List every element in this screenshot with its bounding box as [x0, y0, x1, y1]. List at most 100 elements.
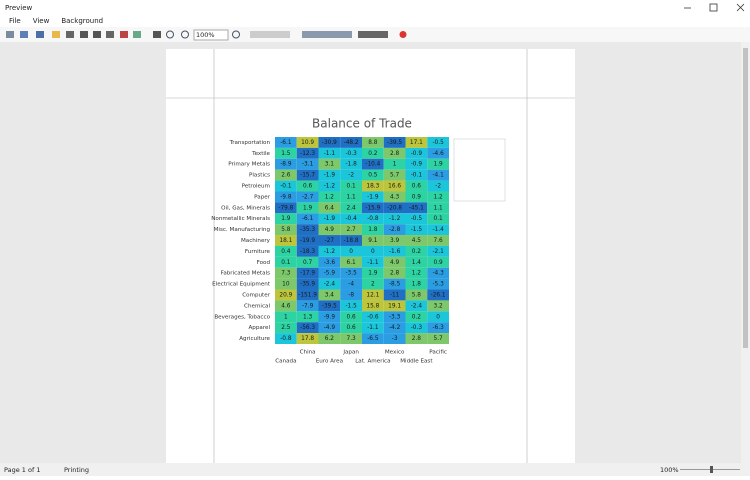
- heat-cell: [296, 333, 319, 344]
- close[interactable]: [736, 3, 745, 12]
- cell-label: 1.9: [368, 271, 378, 277]
- heat-cell: [405, 202, 428, 214]
- y-tick-label: Apparel: [248, 325, 270, 331]
- icon[interactable]: [133, 31, 141, 38]
- cell-label: -15.9: [365, 205, 380, 211]
- heat-cell: [405, 224, 428, 236]
- x-tick-label: Lat. America: [355, 359, 390, 365]
- heat-cell: [405, 333, 428, 344]
- cell-label: 0: [371, 249, 375, 255]
- heat-cell: [296, 267, 319, 279]
- cell-label: 0.6: [412, 184, 422, 190]
- cell-label: -1.2: [324, 184, 336, 190]
- cell-label: 4.3: [390, 194, 400, 200]
- heat-cell: [427, 311, 449, 323]
- heat-cell: [383, 180, 406, 192]
- icon[interactable]: [232, 30, 240, 39]
- icon[interactable]: [358, 31, 388, 38]
- heat-cell: [362, 147, 384, 159]
- cell-label: 1.1: [434, 205, 444, 211]
- heat-cell: [362, 213, 384, 225]
- heat-cell: [340, 202, 362, 214]
- cell-label: 20.9: [279, 292, 292, 298]
- icon[interactable]: [20, 31, 28, 38]
- cell-label: 18.3: [366, 184, 379, 190]
- icon[interactable]: [302, 31, 352, 38]
- heat-cell: [318, 180, 341, 192]
- heat-cell: [318, 289, 341, 301]
- cell-label: 15.8: [366, 303, 379, 309]
- heat-cell: [383, 202, 406, 214]
- icon[interactable]: [66, 31, 74, 38]
- cell-label: 4.5: [412, 238, 422, 244]
- heat-cell: [296, 202, 319, 214]
- nav-icons[interactable]: [250, 31, 290, 38]
- heat-cell: [275, 300, 297, 312]
- heat-cell: [405, 245, 428, 257]
- heat-cell: [362, 191, 384, 203]
- heat-cell: [340, 137, 362, 148]
- cell-label: 16.6: [388, 184, 401, 190]
- scroll-thumb[interactable]: [743, 48, 748, 348]
- icon[interactable]: [93, 31, 101, 38]
- heat-cell: [383, 224, 406, 236]
- zoom-box[interactable]: [193, 29, 229, 41]
- icon[interactable]: [153, 31, 161, 38]
- icon[interactable]: [52, 31, 60, 38]
- heat-cell: [275, 158, 297, 170]
- y-tick-label: Fabricated Metals: [221, 271, 270, 277]
- cell-label: -151.9: [298, 292, 317, 298]
- heat-cell: [318, 311, 341, 323]
- menu-item[interactable]: View: [33, 17, 50, 25]
- x-tick-label: Canada: [275, 359, 296, 365]
- icon[interactable]: [36, 31, 44, 38]
- heat-cell: [427, 278, 449, 290]
- heat-cell: [275, 147, 297, 159]
- cell-label: -8.9: [280, 162, 292, 168]
- icon[interactable]: [80, 31, 88, 38]
- zoom-thumb[interactable]: [710, 466, 713, 473]
- cell-label: -9.9: [324, 314, 336, 320]
- chart-title: Balance of Trade: [312, 117, 412, 131]
- cell-label: -0.1: [411, 173, 423, 179]
- cell-label: -15.7: [300, 173, 315, 179]
- cell-label: -19.9: [300, 238, 315, 244]
- cell-label: -39.5: [322, 303, 337, 309]
- cell-label: 1.2: [434, 194, 444, 200]
- y-tick-label: Food: [257, 260, 271, 266]
- cell-label: -1.9: [324, 173, 336, 179]
- heat-cell: [383, 256, 406, 268]
- heat-cell: [275, 311, 297, 323]
- icon[interactable]: [181, 30, 189, 39]
- cell-label: -79.8: [278, 205, 293, 211]
- cell-label: 5.7: [390, 173, 400, 179]
- heat-cell: [296, 147, 319, 159]
- heat-cell: [383, 245, 406, 257]
- cell-label: -0.5: [432, 140, 444, 146]
- cell-label: -2.4: [411, 303, 423, 309]
- icon[interactable]: [106, 31, 114, 38]
- heat-cell: [383, 213, 406, 225]
- maximize[interactable]: [709, 3, 718, 12]
- heat-cell: [362, 158, 384, 170]
- cell-label: 1.5: [281, 151, 291, 157]
- cell-label: 2.5: [281, 325, 291, 331]
- x-tick-label: Euro Area: [316, 359, 343, 365]
- menu-item[interactable]: Background: [61, 17, 103, 25]
- icon[interactable]: [399, 31, 407, 38]
- cell-label: 0.1: [281, 260, 291, 266]
- cell-label: -3.5: [345, 271, 357, 277]
- menu-item[interactable]: File: [9, 17, 21, 25]
- cell-label: -35.9: [300, 282, 315, 288]
- icon[interactable]: [120, 31, 128, 38]
- heat-cell: [362, 300, 384, 312]
- heat-cell: [318, 169, 341, 181]
- y-tick-label: Agriculture: [239, 336, 270, 342]
- heat-cell: [318, 137, 341, 148]
- heat-cell: [318, 322, 341, 334]
- cell-label: -1.6: [389, 249, 401, 255]
- icon[interactable]: [166, 30, 174, 39]
- cell-label: 0.2: [412, 249, 422, 255]
- cell-label: -0.3: [411, 325, 423, 331]
- icon[interactable]: [6, 31, 14, 38]
